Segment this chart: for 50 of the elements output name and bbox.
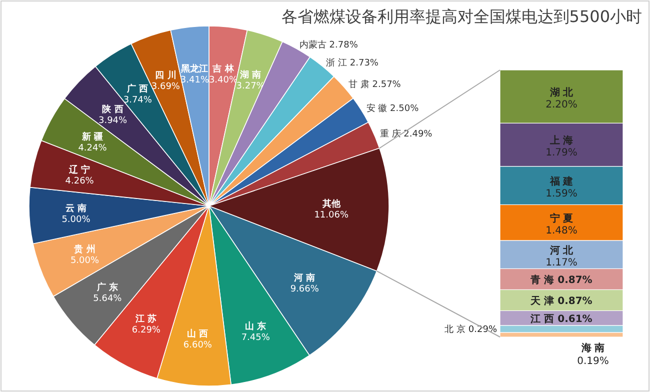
data-label: 1.48% <box>546 226 578 237</box>
slice-label: 吉 林 <box>212 64 235 75</box>
chart-title: 各省燃煤设备利用率提高对全国煤电达到5500小时 <box>281 7 642 26</box>
slice-label: 重 庆 2.49% <box>380 128 433 140</box>
slice-label: 山 东 <box>245 320 266 332</box>
data-label: 5.64% <box>93 294 122 304</box>
series-label: 海 南 <box>580 342 605 354</box>
data-label: 1.59% <box>546 188 578 200</box>
text: 江 西 0.61% <box>530 314 592 326</box>
data-label: 9.66% <box>290 284 320 294</box>
slice-label: 辽 宁 <box>68 164 90 176</box>
series-label: 宁 夏 <box>550 212 574 225</box>
data-label: 6.60% <box>183 340 212 351</box>
slice-label: 其他 <box>321 198 342 210</box>
series-label: 湖 北 <box>548 86 574 99</box>
slice-label: 广 西 <box>126 84 148 95</box>
slice-label: 湖 南 <box>238 69 262 80</box>
slice-label: 山 西 <box>187 328 208 340</box>
slice-label: 云 南 <box>65 203 87 214</box>
data-label: 3.69% <box>151 82 180 92</box>
text: 天 津 0.87% <box>530 296 592 308</box>
data-label: 5.00% <box>70 256 100 266</box>
data-label: 4.24% <box>78 143 108 154</box>
slice-label: 贵 州 <box>73 244 96 255</box>
slice-label: 陕 西 <box>102 104 124 115</box>
series-label: 福 建 <box>548 176 574 188</box>
data-label: 7.45% <box>241 332 270 343</box>
slice-label: 甘 肃 2.57% <box>348 79 402 90</box>
slice-label: 广 东 <box>96 282 118 294</box>
data-label: 11.06% <box>314 210 349 221</box>
data-label: 0.19% <box>577 356 609 367</box>
slice-label: 内蒙古 2.78% <box>299 39 358 50</box>
series-label: 河 北 <box>548 244 574 257</box>
slice-label: 四 川 <box>155 70 176 82</box>
text: 青 海 0.87% <box>530 275 592 286</box>
slice-label: 安 徽 2.50% <box>366 102 420 114</box>
slice-label: 江 苏 <box>134 313 157 324</box>
slice-label: 河 南 <box>293 272 316 284</box>
slice-label: 新 疆 <box>80 131 104 142</box>
data-label: 3.74% <box>123 96 152 106</box>
slice-label: 浙 江 2.73% <box>326 58 379 69</box>
data-label: 1.79% <box>546 148 578 159</box>
data-label: 5.00% <box>62 215 91 226</box>
slice-label: 黑龙江 <box>180 64 208 75</box>
series-label: 上 海 <box>548 134 574 147</box>
data-label: 2.20% <box>546 100 578 111</box>
data-label: 4.26% <box>65 176 94 187</box>
data-label: 3.94% <box>98 116 128 126</box>
data-label: 6.29% <box>132 325 161 336</box>
data-label: 1.17% <box>546 258 578 269</box>
